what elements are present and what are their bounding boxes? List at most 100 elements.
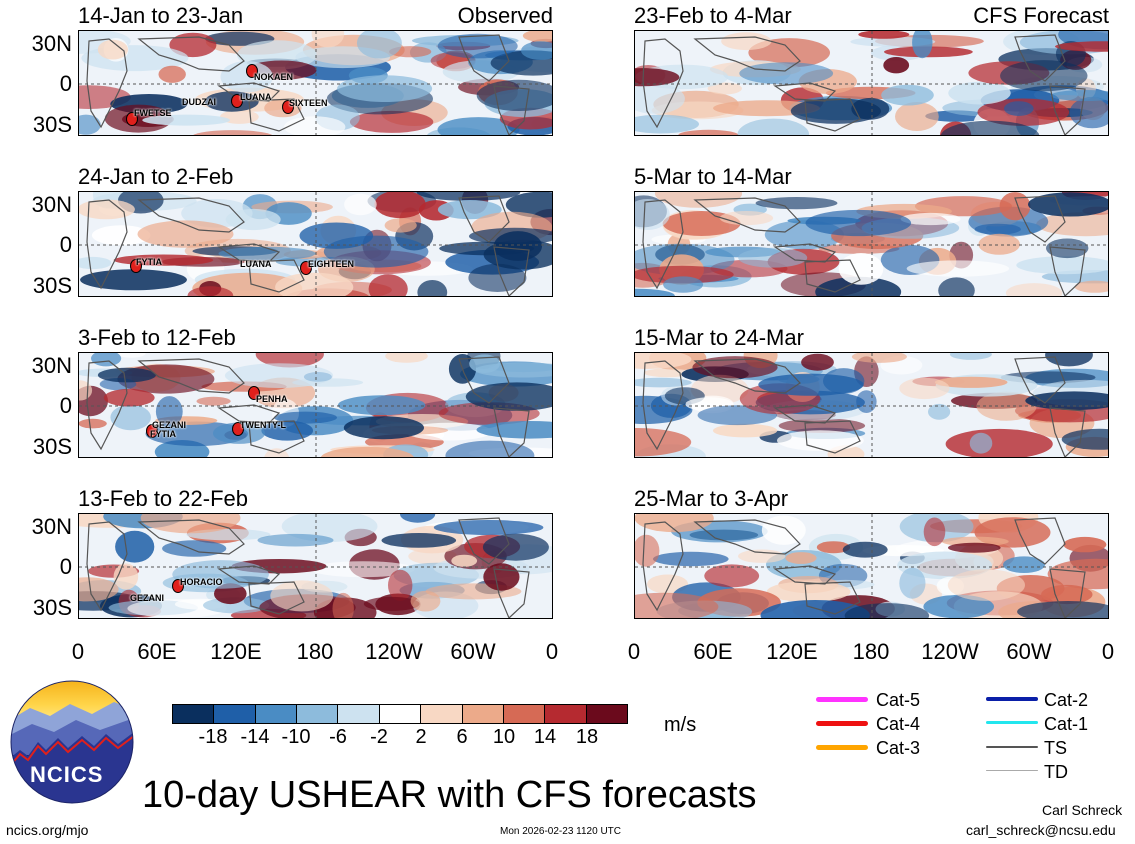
shear-blob: [777, 430, 864, 451]
shear-blob: [663, 276, 704, 293]
lon-label: 0: [71, 639, 85, 664]
colorbar-label: -10: [281, 726, 311, 748]
shear-blob: [388, 569, 413, 601]
shear-blob: [368, 274, 408, 296]
lon-label: 0: [545, 639, 559, 664]
storm-icon: [130, 259, 142, 273]
coastline: [773, 404, 837, 424]
panel-title: 3-Feb to 12-Feb: [78, 325, 236, 350]
shear-blob: [410, 590, 441, 612]
shear-blob: [758, 373, 864, 396]
shear-blob: [275, 272, 354, 296]
legend-label: Cat-3: [876, 738, 921, 758]
website-link[interactable]: ncics.org/mjo: [6, 822, 89, 838]
coastline: [86, 360, 128, 451]
shear-blob: [349, 110, 434, 133]
coastline: [217, 565, 281, 585]
shear-blob: [635, 514, 714, 533]
shear-blob: [257, 533, 334, 547]
cat2-line: [986, 697, 1038, 701]
shear-blob: [1050, 90, 1108, 101]
cat5-line: [816, 697, 868, 702]
shear-blob: [224, 363, 334, 388]
shear-blob: [79, 380, 93, 401]
storm-label: DUDZAI: [182, 97, 216, 107]
panel-title: 24-Jan to 2-Feb: [78, 164, 234, 189]
shear-blob: [945, 428, 1053, 457]
lat-label: 0: [59, 393, 72, 418]
storm-icon: [248, 386, 260, 400]
shear-blob: [1025, 391, 1108, 410]
coastline: [458, 34, 510, 82]
shear-blob: [976, 391, 1037, 421]
coastline: [493, 568, 530, 618]
shear-blob: [320, 446, 414, 457]
shear-blob: [103, 388, 155, 407]
shear-blob: [311, 31, 345, 48]
storm-label: GEZANI: [152, 420, 187, 430]
shear-blob: [704, 564, 760, 588]
colorbar-swatch: [173, 705, 215, 723]
shear-blob: [928, 403, 951, 420]
shear-blob: [647, 574, 689, 594]
lon-label: 120W: [921, 639, 979, 664]
coastline: [86, 38, 128, 129]
shear-blob: [91, 353, 122, 367]
shear-blob: [437, 200, 502, 220]
observed-label: Observed: [457, 3, 553, 28]
shear-blob: [900, 212, 961, 226]
shear-blob: [476, 79, 552, 111]
forecast-panel-2: 5-Mar to 14-Mar: [634, 165, 1109, 297]
shear-blob: [635, 114, 699, 134]
legend-label: Cat-4: [876, 714, 921, 734]
storm-icon: [126, 112, 138, 126]
shear-blob: [858, 31, 910, 39]
shear-blob: [323, 235, 429, 268]
shear-blob: [1069, 96, 1108, 129]
shear-blob: [110, 404, 151, 431]
shear-blob: [343, 416, 424, 440]
colorbar-swatch: [462, 705, 504, 723]
shear-blob: [635, 265, 734, 284]
forecast-panel-3: 15-Mar to 24-Mar: [634, 326, 1109, 458]
shear-blob: [895, 102, 939, 131]
panel-title: 14-Jan to 23-Jan: [78, 3, 244, 28]
coastline: [86, 199, 128, 290]
shear-map: [78, 191, 553, 297]
coastline: [248, 259, 305, 293]
colorbar-swatch: [421, 705, 463, 723]
legend-label: Cat-5: [876, 690, 921, 710]
lat-label: 30N: [31, 514, 72, 539]
shear-blob: [1074, 280, 1108, 293]
shear-blob: [521, 41, 552, 60]
colorbar-label: 18: [575, 726, 599, 748]
shear-blob: [356, 31, 402, 59]
shear-blob: [912, 31, 933, 59]
shear-blob: [923, 517, 946, 547]
shear-blob: [79, 256, 112, 270]
email-link[interactable]: carl_schreck@ncsu.edu: [966, 822, 1116, 838]
shear-blob: [113, 254, 214, 266]
coastline: [804, 259, 861, 293]
lon-label: 180: [296, 639, 334, 664]
coastline: [137, 519, 245, 555]
shear-blob: [923, 594, 994, 618]
cat3-line: [816, 745, 868, 750]
coastline: [248, 581, 305, 615]
shear-blob: [79, 199, 135, 220]
shear-blob: [187, 286, 234, 296]
shear-blob: [416, 192, 521, 201]
lon-label: 60W: [1006, 639, 1052, 664]
coastline: [493, 85, 530, 135]
shear-blob: [838, 253, 884, 285]
shear-blob: [635, 288, 675, 296]
shear-blob: [417, 280, 448, 296]
shear-blob: [737, 118, 810, 135]
shear-blob: [158, 65, 186, 83]
main-title: 10-day USHEAR with CFS forecasts: [142, 774, 757, 816]
coastline: [248, 420, 305, 454]
shear-blob: [969, 432, 993, 454]
coastline: [773, 243, 837, 263]
coastline: [458, 356, 510, 404]
shear-blob: [739, 62, 834, 85]
